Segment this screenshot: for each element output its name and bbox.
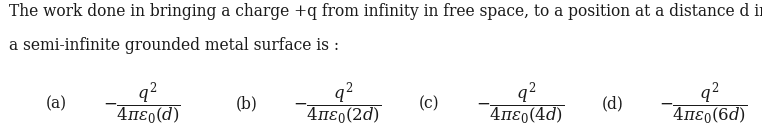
Text: (c): (c)	[419, 95, 440, 112]
Text: a semi-infinite grounded metal surface is :: a semi-infinite grounded metal surface i…	[9, 37, 339, 54]
Text: (a): (a)	[46, 95, 67, 112]
Text: $-\dfrac{q^2}{4\pi\varepsilon_0(2d)}$: $-\dfrac{q^2}{4\pi\varepsilon_0(2d)}$	[293, 80, 382, 127]
Text: The work done in bringing a charge +q from infinity in free space, to a position: The work done in bringing a charge +q fr…	[9, 3, 762, 20]
Text: $-\dfrac{q^2}{4\pi\varepsilon_0(4d)}$: $-\dfrac{q^2}{4\pi\varepsilon_0(4d)}$	[476, 80, 565, 127]
Text: $-\dfrac{q^2}{4\pi\varepsilon_0(6d)}$: $-\dfrac{q^2}{4\pi\varepsilon_0(6d)}$	[659, 80, 748, 127]
Text: (b): (b)	[236, 95, 258, 112]
Text: (d): (d)	[602, 95, 624, 112]
Text: $-\dfrac{q^2}{4\pi\varepsilon_0(d)}$: $-\dfrac{q^2}{4\pi\varepsilon_0(d)}$	[103, 80, 181, 127]
